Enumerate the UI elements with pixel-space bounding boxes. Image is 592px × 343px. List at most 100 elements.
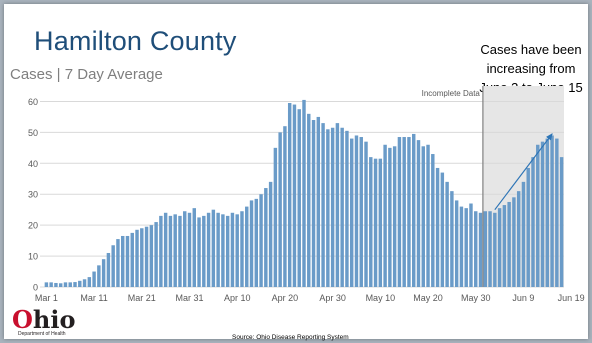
bar [316,116,321,287]
y-axis-ticks: 0 10 20 30 40 50 60 [28,97,38,293]
bar [469,203,473,287]
slide: Hamilton County Cases | 7 Day Average Ca… [4,4,588,341]
bar [421,146,425,287]
bar [412,133,416,287]
bar [240,211,244,287]
y-tick-label: 10 [28,252,38,262]
bar [493,212,497,287]
bar [216,212,220,287]
bar [97,265,101,287]
x-tick-label: May 20 [413,293,443,303]
bar [326,129,330,287]
bar [235,214,239,287]
bar [245,206,249,287]
bar [555,138,559,287]
bar [383,144,387,287]
bar [125,235,130,287]
bar [268,181,273,287]
x-tick-label: Mar 31 [175,293,203,303]
bar [130,232,134,287]
x-tick-label: May 30 [461,293,491,303]
bar [297,109,301,287]
bar [550,135,554,287]
bar [373,158,378,287]
bar [202,215,206,287]
bar [192,208,196,287]
bar [340,127,344,287]
bar [397,137,402,287]
bar [120,235,125,287]
bar [364,141,368,287]
incomplete-data-label: Incomplete Data [422,89,481,98]
bar [273,147,278,287]
trend-arrow [494,133,553,211]
bar [416,140,421,287]
x-axis-ticks: Mar 1 Mar 11 Mar 21 Mar 31 Apr 10 Apr 20 Apr 3… [35,293,585,303]
bar [168,215,173,287]
x-tick-label: Mar 1 [35,293,58,303]
bar [54,282,58,287]
bar [536,144,540,287]
bar [431,154,435,287]
bar [73,282,77,287]
bar [264,188,268,287]
bar [521,181,526,287]
bar [249,200,254,287]
bar [402,137,406,287]
bar [225,215,230,287]
bar [540,141,545,287]
bar [178,215,182,287]
bar [44,282,49,287]
bar [545,138,550,287]
bar [221,214,225,287]
bar [49,282,53,287]
bar [445,181,449,287]
bar [464,208,468,287]
logo-subtitle: Department of Health [18,331,66,337]
bar [345,130,349,287]
bar [140,228,144,287]
y-tick-label: 40 [28,159,38,169]
bar [82,279,87,287]
bar [68,282,72,287]
bar [369,157,373,287]
bar [287,103,292,287]
bar [230,212,235,287]
y-tick-label: 60 [28,97,38,107]
bar [407,137,411,287]
bar [63,282,68,287]
bar [87,277,92,287]
bar [330,127,335,287]
bar [359,137,363,287]
bar [488,211,492,287]
bar [483,211,488,287]
chart-subtitle: Cases | 7 Day Average [10,66,163,83]
bar [531,157,535,287]
bar [187,212,192,287]
bar [283,126,287,287]
bar [144,226,149,287]
bar [440,172,445,287]
x-tick-label: Mar 21 [128,293,156,303]
bar [497,208,502,287]
bar [101,259,106,287]
y-tick-label: 0 [33,283,38,293]
bar [388,147,392,287]
bar [516,191,521,287]
source-text: Source: Ohio Disease Reporting System [232,334,349,341]
ohio-logo: Ohio [12,308,75,332]
bar [78,280,82,287]
x-tick-label: Apr 10 [224,293,251,303]
bar [159,215,163,287]
x-tick-label: Jun 9 [512,293,534,303]
bar [278,132,282,287]
y-tick-label: 30 [28,190,38,200]
bar [354,135,359,287]
bar [559,157,564,287]
bar [502,205,507,287]
bar [478,212,483,287]
x-tick-label: Jun 19 [558,293,585,303]
bar [474,211,478,287]
bar [507,201,511,287]
